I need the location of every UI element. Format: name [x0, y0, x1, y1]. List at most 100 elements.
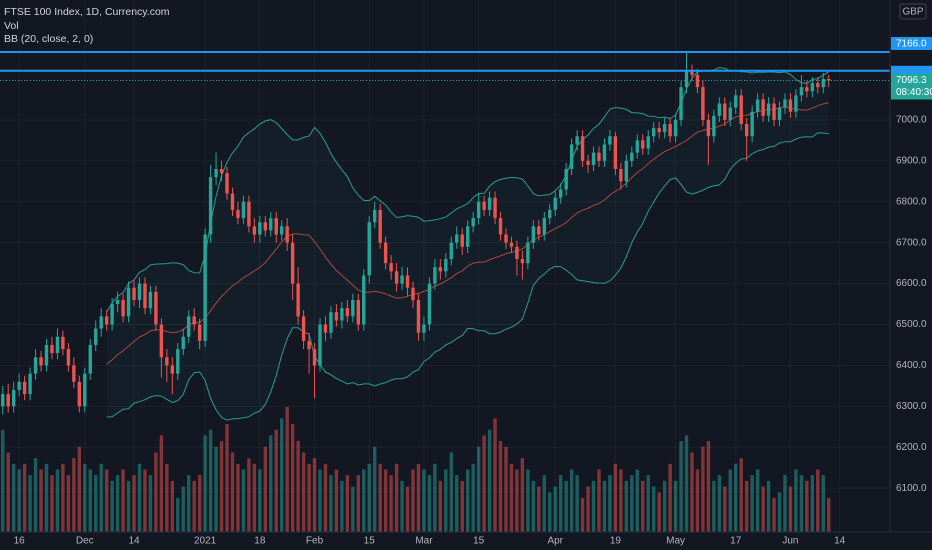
candle-body [312, 349, 317, 366]
volume-bar [526, 469, 530, 532]
volume-bar [351, 486, 355, 532]
candle-body [115, 299, 120, 305]
volume-bar [72, 458, 76, 532]
volume-bar [148, 475, 153, 532]
candle-body [662, 123, 667, 133]
volume-bar [55, 469, 60, 532]
candle-body [126, 287, 131, 317]
volume-bar [104, 469, 109, 532]
candle-body [739, 95, 743, 124]
indicator-label: BB (20, close, 2, 0) [4, 33, 93, 45]
y-tick-label: 7000.0 [896, 115, 927, 126]
x-tick-label: Feb [306, 536, 324, 547]
volume-bar [383, 469, 388, 532]
y-tick-label: 6700.0 [896, 237, 927, 248]
x-tick-label: 14 [128, 536, 140, 547]
volume-bar [750, 475, 754, 532]
volume-bar [318, 469, 322, 532]
volume-bar [44, 463, 49, 532]
candle-body [219, 169, 224, 174]
candle-body [520, 259, 525, 264]
candle-body [777, 107, 782, 120]
y-tick-label: 6800.0 [896, 196, 927, 207]
volume-bar [187, 475, 191, 532]
volume-bar [17, 469, 21, 532]
x-tick-label: May [666, 536, 685, 547]
candle-body [230, 193, 235, 210]
candle-body [679, 87, 683, 120]
candle-body [280, 226, 284, 235]
candle-body [329, 312, 333, 333]
volume-bar [126, 480, 131, 532]
candle-body [761, 99, 765, 116]
volume-bar [635, 469, 639, 532]
volume-bar [110, 480, 114, 532]
candle-body [192, 316, 196, 325]
y-tick-label: 6200.0 [896, 442, 927, 453]
x-tick-label: 18 [254, 536, 266, 547]
candle-body [6, 394, 10, 407]
candle-body [821, 78, 825, 88]
candle-body [476, 201, 481, 219]
candle-body [438, 267, 443, 272]
volume-bar [99, 463, 103, 532]
volume-bar [378, 463, 382, 532]
volume-bar [181, 486, 185, 532]
candle-body [651, 128, 656, 137]
candle-body [449, 242, 453, 260]
volume-bar [154, 452, 158, 532]
candle-body [72, 365, 76, 382]
volume-bar [389, 475, 393, 532]
candle-body [624, 160, 629, 182]
candle-body [285, 226, 289, 243]
volume-bar [121, 469, 125, 532]
candle-body [61, 336, 65, 350]
candle-body [367, 222, 371, 276]
candle-body [44, 344, 49, 366]
volume-bar [630, 475, 634, 532]
y-tick-label: 6500.0 [896, 319, 927, 330]
candle-body [236, 209, 240, 219]
candle-body [132, 287, 136, 300]
volume-bar [433, 463, 437, 532]
volume-bar [219, 441, 224, 532]
candle-body [690, 70, 694, 75]
candle-body [455, 234, 459, 243]
volume-bar [241, 469, 246, 532]
candle-body [351, 299, 355, 317]
volume-bar [208, 429, 213, 532]
candle-body [734, 95, 738, 108]
volume-bar [340, 480, 344, 532]
volume-bar [236, 463, 240, 532]
volume-bar [28, 475, 32, 532]
volume-bar [679, 441, 683, 532]
volume-bar [274, 429, 278, 532]
currency-badge[interactable] [899, 3, 927, 20]
candle-body [487, 197, 492, 210]
candle-body [225, 173, 229, 194]
candle-body [170, 365, 175, 374]
last-price-label: 7096.3 [896, 75, 927, 86]
volume-bar [471, 463, 475, 532]
volume-bar [285, 407, 289, 532]
volume-bar [799, 475, 804, 532]
candle-body [104, 316, 109, 325]
volume-bar [569, 469, 574, 532]
x-tick-label: Mar [415, 536, 433, 547]
volume-bar [613, 463, 618, 532]
volume-bar [591, 480, 596, 532]
candle-body [613, 136, 618, 170]
candle-body [99, 316, 103, 329]
y-tick-label: 6600.0 [896, 278, 927, 289]
volume-bar [668, 463, 672, 532]
candle-body [564, 169, 568, 190]
candle-body [362, 275, 366, 325]
candle-body [526, 242, 530, 264]
candle-body [39, 357, 43, 366]
candle-body [383, 242, 388, 264]
volume-bar [553, 486, 557, 532]
volume-bar [657, 492, 661, 532]
volume-bar [455, 475, 459, 532]
candle-body [143, 283, 147, 309]
